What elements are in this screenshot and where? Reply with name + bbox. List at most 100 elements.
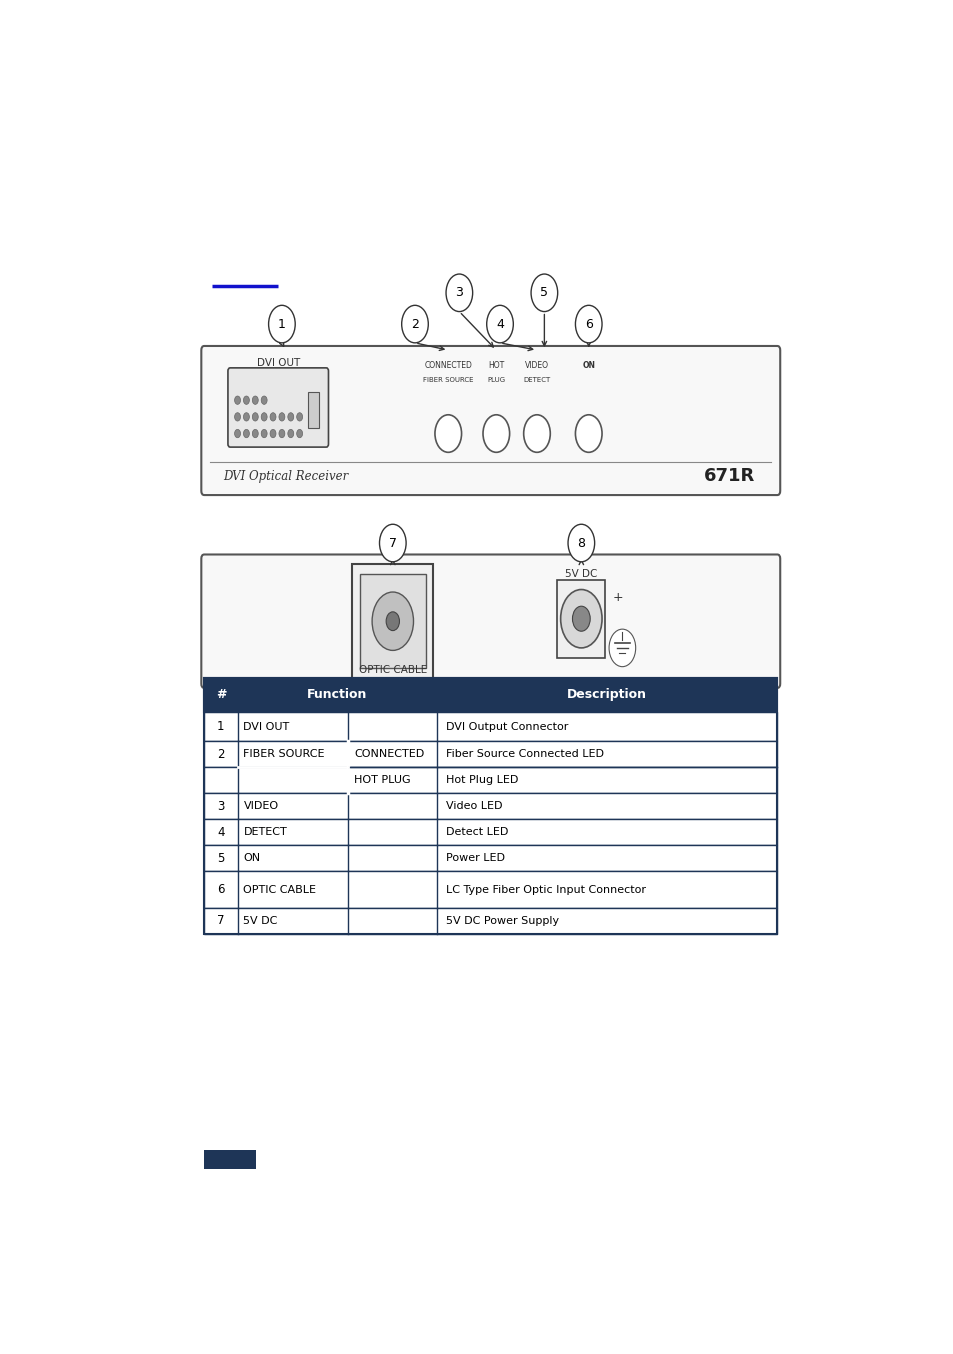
Circle shape <box>288 413 294 421</box>
Circle shape <box>531 274 558 311</box>
Text: DVI OUT: DVI OUT <box>256 359 299 368</box>
Circle shape <box>270 429 275 437</box>
Circle shape <box>401 305 428 343</box>
Circle shape <box>486 305 513 343</box>
Circle shape <box>278 429 285 437</box>
Circle shape <box>243 413 249 421</box>
Text: 4: 4 <box>217 826 224 839</box>
Circle shape <box>252 429 258 437</box>
Text: DVI Optical Receiver: DVI Optical Receiver <box>222 470 348 483</box>
Text: Description: Description <box>567 688 646 701</box>
Bar <box>204 909 777 934</box>
Bar <box>204 677 777 712</box>
Circle shape <box>270 413 275 421</box>
Text: 5V DC: 5V DC <box>564 569 597 580</box>
Text: FIBER SOURCE: FIBER SOURCE <box>422 378 473 383</box>
Text: CONNECTED: CONNECTED <box>424 360 472 370</box>
Circle shape <box>252 395 258 405</box>
Circle shape <box>567 524 594 562</box>
Text: 1: 1 <box>217 720 224 733</box>
Text: #: # <box>215 688 226 701</box>
Text: ON: ON <box>581 360 595 370</box>
Circle shape <box>296 413 302 421</box>
Circle shape <box>386 612 399 631</box>
FancyBboxPatch shape <box>201 347 780 496</box>
Circle shape <box>269 305 294 343</box>
Circle shape <box>379 524 406 562</box>
Circle shape <box>446 274 472 311</box>
Text: VIDEO: VIDEO <box>524 360 548 370</box>
Circle shape <box>296 429 302 437</box>
Circle shape <box>234 395 240 405</box>
Text: 6: 6 <box>217 883 224 896</box>
Text: +: + <box>612 592 622 604</box>
Text: DVI OUT: DVI OUT <box>243 722 290 731</box>
Text: DETECT: DETECT <box>523 378 550 383</box>
Bar <box>204 768 777 793</box>
Text: HOT PLUG: HOT PLUG <box>354 776 411 785</box>
Circle shape <box>575 414 601 452</box>
Circle shape <box>243 429 249 437</box>
Circle shape <box>278 413 285 421</box>
Text: 671R: 671R <box>703 467 755 485</box>
Text: 3: 3 <box>217 800 224 812</box>
Bar <box>204 872 777 909</box>
Text: LC Type Fiber Optic Input Connector: LC Type Fiber Optic Input Connector <box>446 884 645 895</box>
Text: 5: 5 <box>539 286 548 299</box>
Bar <box>204 793 777 819</box>
Bar <box>204 712 777 741</box>
Text: 6: 6 <box>584 318 592 330</box>
Bar <box>204 1150 255 1169</box>
Text: 8: 8 <box>577 536 585 550</box>
Text: HOT: HOT <box>488 360 504 370</box>
Circle shape <box>243 395 249 405</box>
Text: Video LED: Video LED <box>446 802 502 811</box>
Circle shape <box>435 414 461 452</box>
Bar <box>557 580 605 658</box>
Circle shape <box>608 630 635 666</box>
Text: VIDEO: VIDEO <box>243 802 278 811</box>
Text: 5V DC Power Supply: 5V DC Power Supply <box>446 915 558 926</box>
Text: OPTIC CABLE: OPTIC CABLE <box>358 665 427 676</box>
Bar <box>204 741 777 768</box>
Text: 3: 3 <box>455 286 463 299</box>
Text: 7: 7 <box>389 536 396 550</box>
Text: PLUG: PLUG <box>487 378 505 383</box>
Text: Fiber Source Connected LED: Fiber Source Connected LED <box>446 749 603 760</box>
Text: CONNECTED: CONNECTED <box>354 749 424 760</box>
Text: Hot Plug LED: Hot Plug LED <box>446 776 517 785</box>
Bar <box>204 845 777 872</box>
FancyBboxPatch shape <box>201 555 780 688</box>
Circle shape <box>572 607 590 631</box>
Text: Detect LED: Detect LED <box>446 827 508 837</box>
Text: Function: Function <box>307 688 367 701</box>
Text: 4: 4 <box>496 318 503 330</box>
Bar <box>204 677 777 934</box>
Circle shape <box>288 429 294 437</box>
Text: 5V DC: 5V DC <box>243 915 277 926</box>
Text: 1: 1 <box>277 318 286 330</box>
Circle shape <box>234 429 240 437</box>
Circle shape <box>261 395 267 405</box>
Circle shape <box>252 413 258 421</box>
Text: 5: 5 <box>217 852 224 865</box>
Circle shape <box>560 589 601 649</box>
Bar <box>204 819 777 845</box>
Bar <box>352 563 433 678</box>
Circle shape <box>261 413 267 421</box>
Circle shape <box>575 305 601 343</box>
Bar <box>359 574 426 668</box>
Text: DVI Output Connector: DVI Output Connector <box>446 722 568 731</box>
Circle shape <box>234 413 240 421</box>
Bar <box>308 391 318 428</box>
Circle shape <box>523 414 550 452</box>
Text: FIBER SOURCE: FIBER SOURCE <box>243 749 325 760</box>
Text: 2: 2 <box>217 747 224 761</box>
Circle shape <box>372 592 413 650</box>
Circle shape <box>261 429 267 437</box>
Text: ON: ON <box>243 853 260 864</box>
FancyBboxPatch shape <box>228 368 328 447</box>
Text: DETECT: DETECT <box>243 827 287 837</box>
Text: Power LED: Power LED <box>446 853 504 864</box>
Text: OPTIC CABLE: OPTIC CABLE <box>243 884 316 895</box>
